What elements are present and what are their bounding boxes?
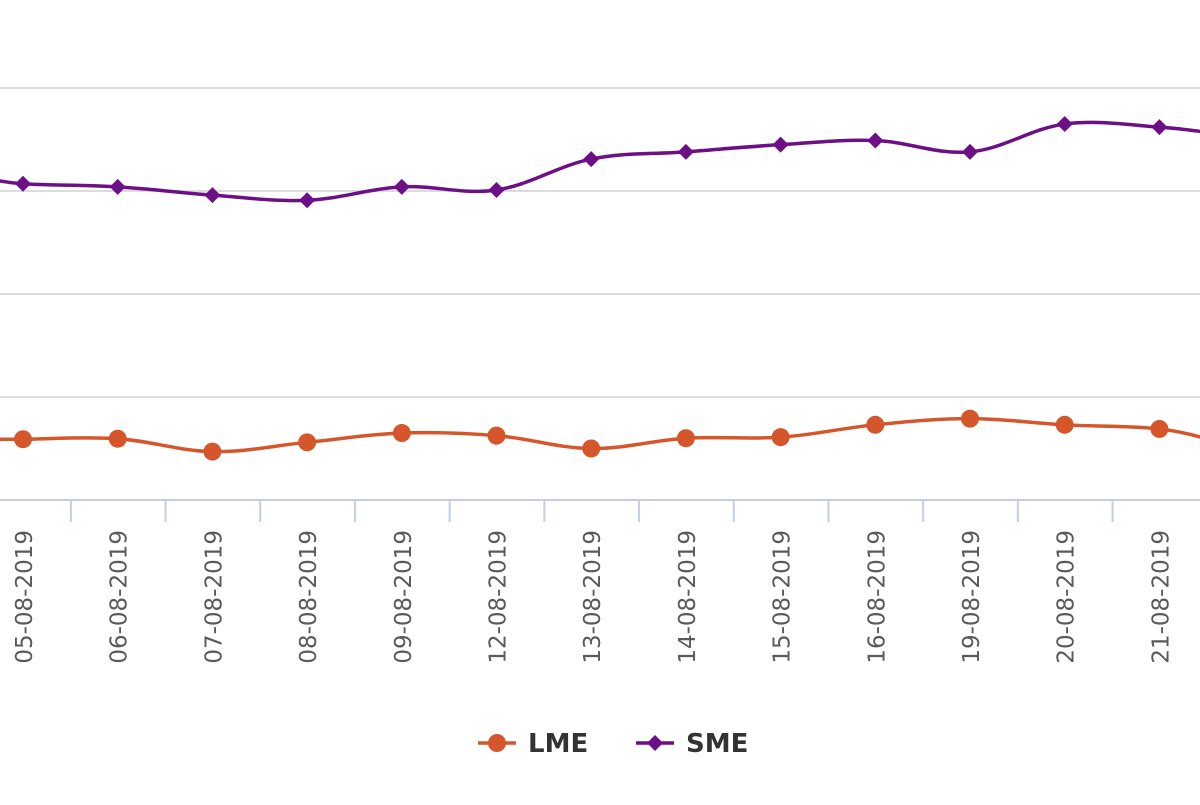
x-tick-label: 07-08-2019 (201, 530, 227, 664)
x-axis: 05-08-2019 06-08-2019 07-08-2019 08-08-2019… (0, 499, 1200, 664)
legend[interactable]: LME SME (478, 729, 748, 759)
x-tick-label: 06-08-2019 (107, 530, 133, 664)
x-tick-label: 12-08-2019 (486, 530, 512, 664)
sme-line (0, 120, 1200, 203)
sme-point[interactable] (15, 175, 31, 192)
x-tick-label: 15-08-2019 (770, 530, 796, 664)
sme-series (0, 116, 1200, 209)
sme-point[interactable] (867, 132, 884, 149)
legend-label: SME (686, 729, 748, 759)
x-tick-label: 13-08-2019 (580, 530, 606, 664)
x-tick-label: 09-08-2019 (391, 530, 417, 664)
sme-point[interactable] (393, 178, 410, 195)
lme-point[interactable] (676, 429, 695, 448)
legend-marker-circle-icon (488, 734, 506, 752)
lme-series (0, 409, 1200, 461)
x-tick-label: 19-08-2019 (959, 530, 985, 664)
sme-point[interactable] (772, 136, 789, 153)
lme-point[interactable] (392, 424, 411, 443)
legend-item-sme[interactable]: SME (636, 729, 748, 759)
sme-point[interactable] (204, 187, 221, 204)
sme-point[interactable] (1056, 116, 1073, 133)
x-tick-label: 16-08-2019 (864, 530, 890, 664)
x-tick-label: 05-08-2019 (12, 530, 38, 664)
sme-point[interactable] (299, 192, 316, 209)
series-layer (0, 116, 1200, 461)
lme-point[interactable] (1055, 415, 1074, 434)
lme-point[interactable] (582, 439, 601, 458)
sme-point[interactable] (488, 181, 505, 198)
lme-point[interactable] (108, 429, 127, 448)
sme-point[interactable] (1151, 119, 1168, 136)
lme-point[interactable] (203, 442, 222, 461)
sme-point[interactable] (583, 151, 600, 168)
x-tick-label: 08-08-2019 (296, 530, 322, 664)
legend-item-lme[interactable]: LME (478, 729, 588, 759)
x-tick-label: 14-08-2019 (675, 530, 701, 664)
legend-marker-diamond-icon (647, 735, 663, 751)
sme-point[interactable] (677, 143, 694, 160)
lme-point[interactable] (14, 430, 32, 449)
sme-point[interactable] (962, 143, 978, 160)
lme-point[interactable] (771, 428, 790, 447)
lme-point[interactable] (1150, 419, 1169, 438)
lme-point[interactable] (866, 415, 885, 434)
lme-point[interactable] (487, 426, 506, 445)
lme-point[interactable] (298, 433, 317, 452)
gridlines (0, 87, 1200, 398)
x-tick-label: 20-08-2019 (1054, 530, 1080, 664)
sme-point[interactable] (109, 178, 126, 195)
legend-label: LME (528, 729, 588, 759)
x-tick-label: 21-08-2019 (1148, 530, 1174, 664)
lme-point[interactable] (961, 409, 979, 428)
